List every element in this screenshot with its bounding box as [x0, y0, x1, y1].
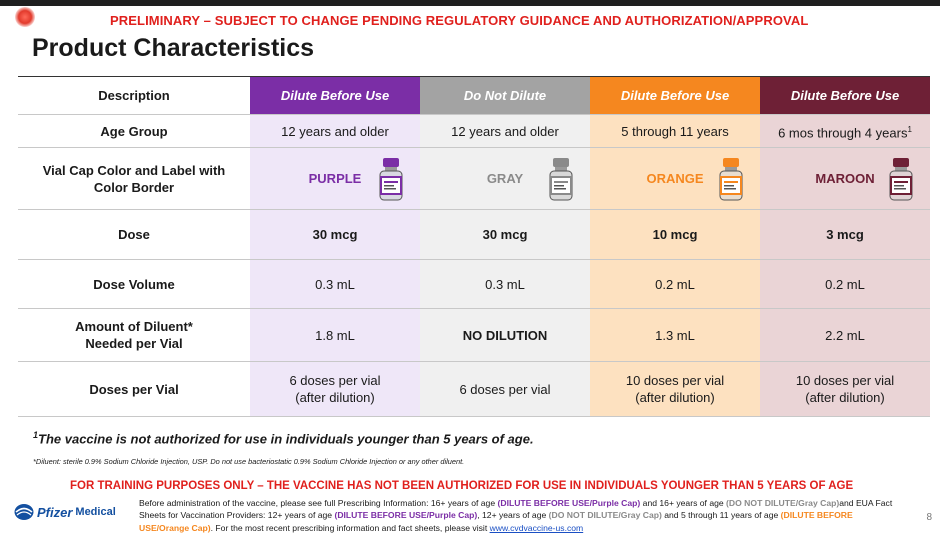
record-indicator-icon [15, 7, 35, 27]
pfizer-medical-logo: Pfizer Medical [14, 503, 116, 521]
cell: 0.2 mL [760, 259, 930, 309]
header-maroon: Dilute Before Use [760, 76, 930, 115]
cell: MAROON [760, 147, 930, 210]
cell: 3 mcg [760, 209, 930, 260]
cell: 5 through 11 years [590, 114, 760, 148]
disclaimer-text: and 16+ years of age [640, 498, 727, 508]
cell-line2: (after dilution) [295, 390, 375, 405]
cell: 10 doses per vial (after dilution) [760, 361, 930, 417]
table-header-row: Description Dilute Before Use Do Not Dil… [18, 76, 930, 115]
cell: 6 doses per vial (after dilution) [250, 361, 420, 417]
table-row: Amount of Diluent* Needed per Vial 1.8 m… [18, 308, 930, 362]
cell: 0.2 mL [590, 259, 760, 309]
page-title: Product Characteristics [32, 34, 315, 62]
cell: 6 mos through 4 years1 [760, 114, 930, 148]
footnote-diluent: *Diluent: sterile 0.9% Sodium Chloride I… [33, 457, 465, 466]
cell: 10 doses per vial (after dilution) [590, 361, 760, 417]
top-bar [0, 0, 940, 6]
table-row: Doses per Vial 6 doses per vial (after d… [18, 361, 930, 417]
disclaimer: Before administration of the vaccine, pl… [139, 497, 899, 534]
training-banner: FOR TRAINING PURPOSES ONLY – THE VACCINE… [70, 480, 854, 492]
cell-line2: (after dilution) [635, 390, 715, 405]
cell: 1.8 mL [250, 308, 420, 362]
table-row: Vial Cap Color and Label with Color Bord… [18, 147, 930, 210]
cell: 6 doses per vial [420, 361, 590, 417]
logo-brand: Pfizer [37, 504, 73, 520]
table-row: Dose Volume 0.3 mL 0.3 mL 0.2 mL 0.2 mL [18, 259, 930, 309]
disclaimer-text: and 5 through 11 years of age [661, 510, 781, 521]
logo-sub: Medical [75, 506, 116, 518]
table-row: Age Group 12 years and older 12 years an… [18, 114, 930, 148]
footnote-ref: 1 [907, 124, 912, 134]
row-label: Dose Volume [18, 259, 250, 309]
disclaimer-tag: (DILUTE BEFORE USE/Purple Cap) [334, 510, 478, 521]
disclaimer-text: , 12+ years of age [477, 510, 549, 521]
header-gray: Do Not Dilute [420, 76, 590, 115]
cell: 1.3 mL [590, 308, 760, 362]
row-label-line2: Color Border [93, 179, 175, 195]
row-label-line2: Needed per Vial [85, 336, 183, 351]
disclaimer-text: . For the most recent prescribing inform… [210, 522, 490, 533]
cell: NO DILUTION [420, 308, 590, 362]
cap-label-maroon: MAROON [815, 171, 875, 186]
cell: 10 mcg [590, 209, 760, 260]
row-label: Dose [18, 209, 250, 260]
row-label-line1: Amount of Diluent* [75, 319, 193, 334]
row-label: Amount of Diluent* Needed per Vial [18, 308, 250, 362]
disclaimer-tag: (DO NOT DILUTE/Gray Cap) [726, 498, 840, 508]
row-label-line1: Vial Cap Color and Label with [42, 162, 226, 178]
disclaimer-text: Before administration of the vaccine, pl… [139, 498, 498, 508]
cell-line1: 10 doses per vial [795, 373, 895, 388]
row-label: Doses per Vial [18, 361, 250, 417]
cap-label-purple: PURPLE [308, 171, 362, 186]
row-label: Age Group [18, 114, 250, 148]
preliminary-banner: PRELIMINARY – SUBJECT TO CHANGE PENDING … [110, 13, 809, 28]
disclaimer-text: and EUA Fact Sheets for Vaccination Prov… [139, 498, 893, 521]
disclaimer-tag: (DO NOT DILUTE/Gray Cap) [548, 510, 662, 521]
disclaimer-tag: (DILUTE BEFORE USE/Purple Cap) [497, 498, 641, 508]
cell: 0.3 mL [420, 259, 590, 309]
cell-line1: 6 doses per vial [289, 373, 381, 388]
cap-label-orange: ORANGE [646, 171, 704, 186]
vial-orange-icon [719, 157, 743, 200]
product-table: Description Dilute Before Use Do Not Dil… [18, 76, 930, 417]
vial-purple-icon [379, 157, 403, 200]
header-orange: Dilute Before Use [590, 76, 760, 115]
header-purple: Dilute Before Use [250, 76, 420, 115]
cell: 30 mcg [420, 209, 590, 260]
cell: 2.2 mL [760, 308, 930, 362]
cell-line1: 6 doses per vial [459, 381, 551, 397]
vial-gray-icon [549, 157, 573, 200]
cell: GRAY [420, 147, 590, 210]
cell: ORANGE [590, 147, 760, 210]
vial-maroon-icon [889, 157, 913, 200]
table-row: Dose 30 mcg 30 mcg 10 mcg 3 mcg [18, 209, 930, 260]
cell-line1: 10 doses per vial [625, 373, 725, 388]
cvdvaccine-link[interactable]: www.cvdvaccine-us.com [489, 522, 584, 533]
cell: 12 years and older [420, 114, 590, 148]
disclaimer-tag: (DILUTE BEFORE USE/Orange Cap) [139, 510, 853, 533]
footnote-1-text: The vaccine is not authorized for use in… [38, 431, 534, 447]
cell: 30 mcg [250, 209, 420, 260]
row-label: Vial Cap Color and Label with Color Bord… [18, 147, 250, 210]
pfizer-logo-icon [14, 504, 34, 520]
cell-line2: (after dilution) [805, 390, 885, 405]
cell: 12 years and older [250, 114, 420, 148]
header-description: Description [18, 76, 250, 115]
cell-text: 6 mos through 4 years [778, 125, 908, 141]
cell: 0.3 mL [250, 259, 420, 309]
footnote-1: 1The vaccine is not authorized for use i… [33, 430, 534, 446]
cell: PURPLE [250, 147, 420, 210]
page-number: 8 [926, 512, 932, 523]
footnote-mark: 1 [33, 430, 39, 440]
cap-label-gray: GRAY [486, 171, 524, 186]
